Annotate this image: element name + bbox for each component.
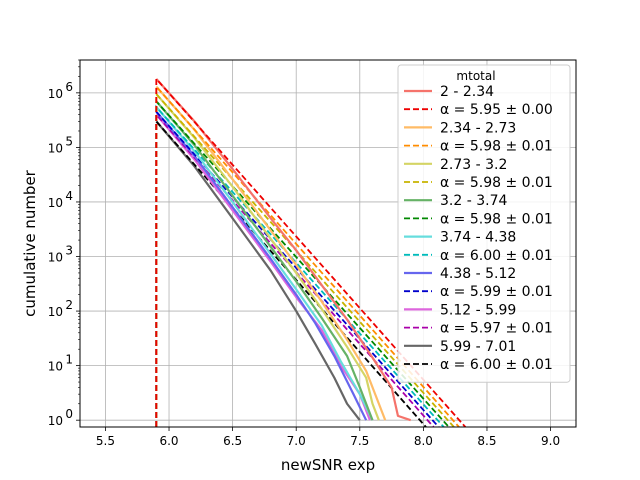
plot-area <box>155 76 467 427</box>
y-tick-label: 10 <box>48 87 63 101</box>
x-tick-label: 8.5 <box>477 434 496 448</box>
y-tick-label: 10 <box>48 414 63 428</box>
x-axis-label: newSNR exp <box>281 456 375 474</box>
x-tick-label: 6.0 <box>159 434 178 448</box>
y-tick-exponent: 6 <box>65 80 73 94</box>
axes-frame <box>79 59 577 428</box>
x-axis: 5.5 6.0 6.5 7.0 7.5 8.0 8.5 9.0 <box>96 427 560 448</box>
y-tick-label: 10 <box>48 360 63 374</box>
series-line <box>155 85 387 421</box>
fit-line <box>155 76 467 427</box>
series-line <box>155 78 412 422</box>
x-tick-label: 7.5 <box>350 434 369 448</box>
series-line <box>155 106 374 421</box>
y-tick-exponent: 3 <box>65 244 73 258</box>
y-tick-exponent: 1 <box>65 353 73 367</box>
y-tick-label: 10 <box>48 305 63 319</box>
y-tick-exponent: 4 <box>65 189 73 203</box>
series-line <box>155 111 368 421</box>
y-axis-label: cumulative number <box>21 169 39 317</box>
x-tick-label: 5.5 <box>96 434 115 448</box>
x-tick-label: 7.0 <box>287 434 306 448</box>
legend-entry-label: 3.74 - 4.38 <box>440 230 516 246</box>
legend-fit-label: α = 5.97 ± 0.01 <box>440 321 553 337</box>
series-line <box>155 100 374 421</box>
legend-fit-label: α = 5.98 ± 0.01 <box>440 175 553 191</box>
y-tick-label: 10 <box>48 141 63 155</box>
series-line <box>155 120 361 421</box>
y-tick-label: 10 <box>48 251 63 265</box>
legend-entry-label: 5.99 - 7.01 <box>440 339 516 355</box>
x-tick-label: 6.5 <box>223 434 242 448</box>
legend-entry-label: 2.73 - 3.2 <box>440 157 507 173</box>
legend-entry-label: 3.2 - 3.74 <box>440 193 507 209</box>
legend-fit-label: α = 6.00 ± 0.01 <box>440 248 553 264</box>
x-tick-label: 8.0 <box>414 434 433 448</box>
y-tick-exponent: 5 <box>65 134 73 148</box>
legend-box <box>397 64 571 383</box>
legend-fit-label: α = 6.00 ± 0.01 <box>440 357 553 373</box>
y-tick-exponent: 0 <box>65 407 73 421</box>
x-tick-label: 9.0 <box>541 434 560 448</box>
legend-entry-label: 2 - 2.34 <box>440 84 494 100</box>
legend-entry-label: 4.38 - 5.12 <box>440 266 516 282</box>
legend-fit-label: α = 5.98 ± 0.01 <box>440 211 553 227</box>
legend-fit-label: α = 5.95 ± 0.00 <box>440 102 553 118</box>
legend-fit-label: α = 5.98 ± 0.01 <box>440 139 553 155</box>
y-tick-label: 10 <box>48 196 63 210</box>
legend-fit-label: α = 5.99 ± 0.01 <box>440 284 553 300</box>
legend-entry-label: 2.34 - 2.73 <box>440 120 516 136</box>
series-line <box>155 93 380 421</box>
legend-entry-label: 5.12 - 5.99 <box>440 302 516 318</box>
legend-title: mtotal <box>456 69 495 83</box>
y-tick-exponent: 2 <box>65 298 73 312</box>
